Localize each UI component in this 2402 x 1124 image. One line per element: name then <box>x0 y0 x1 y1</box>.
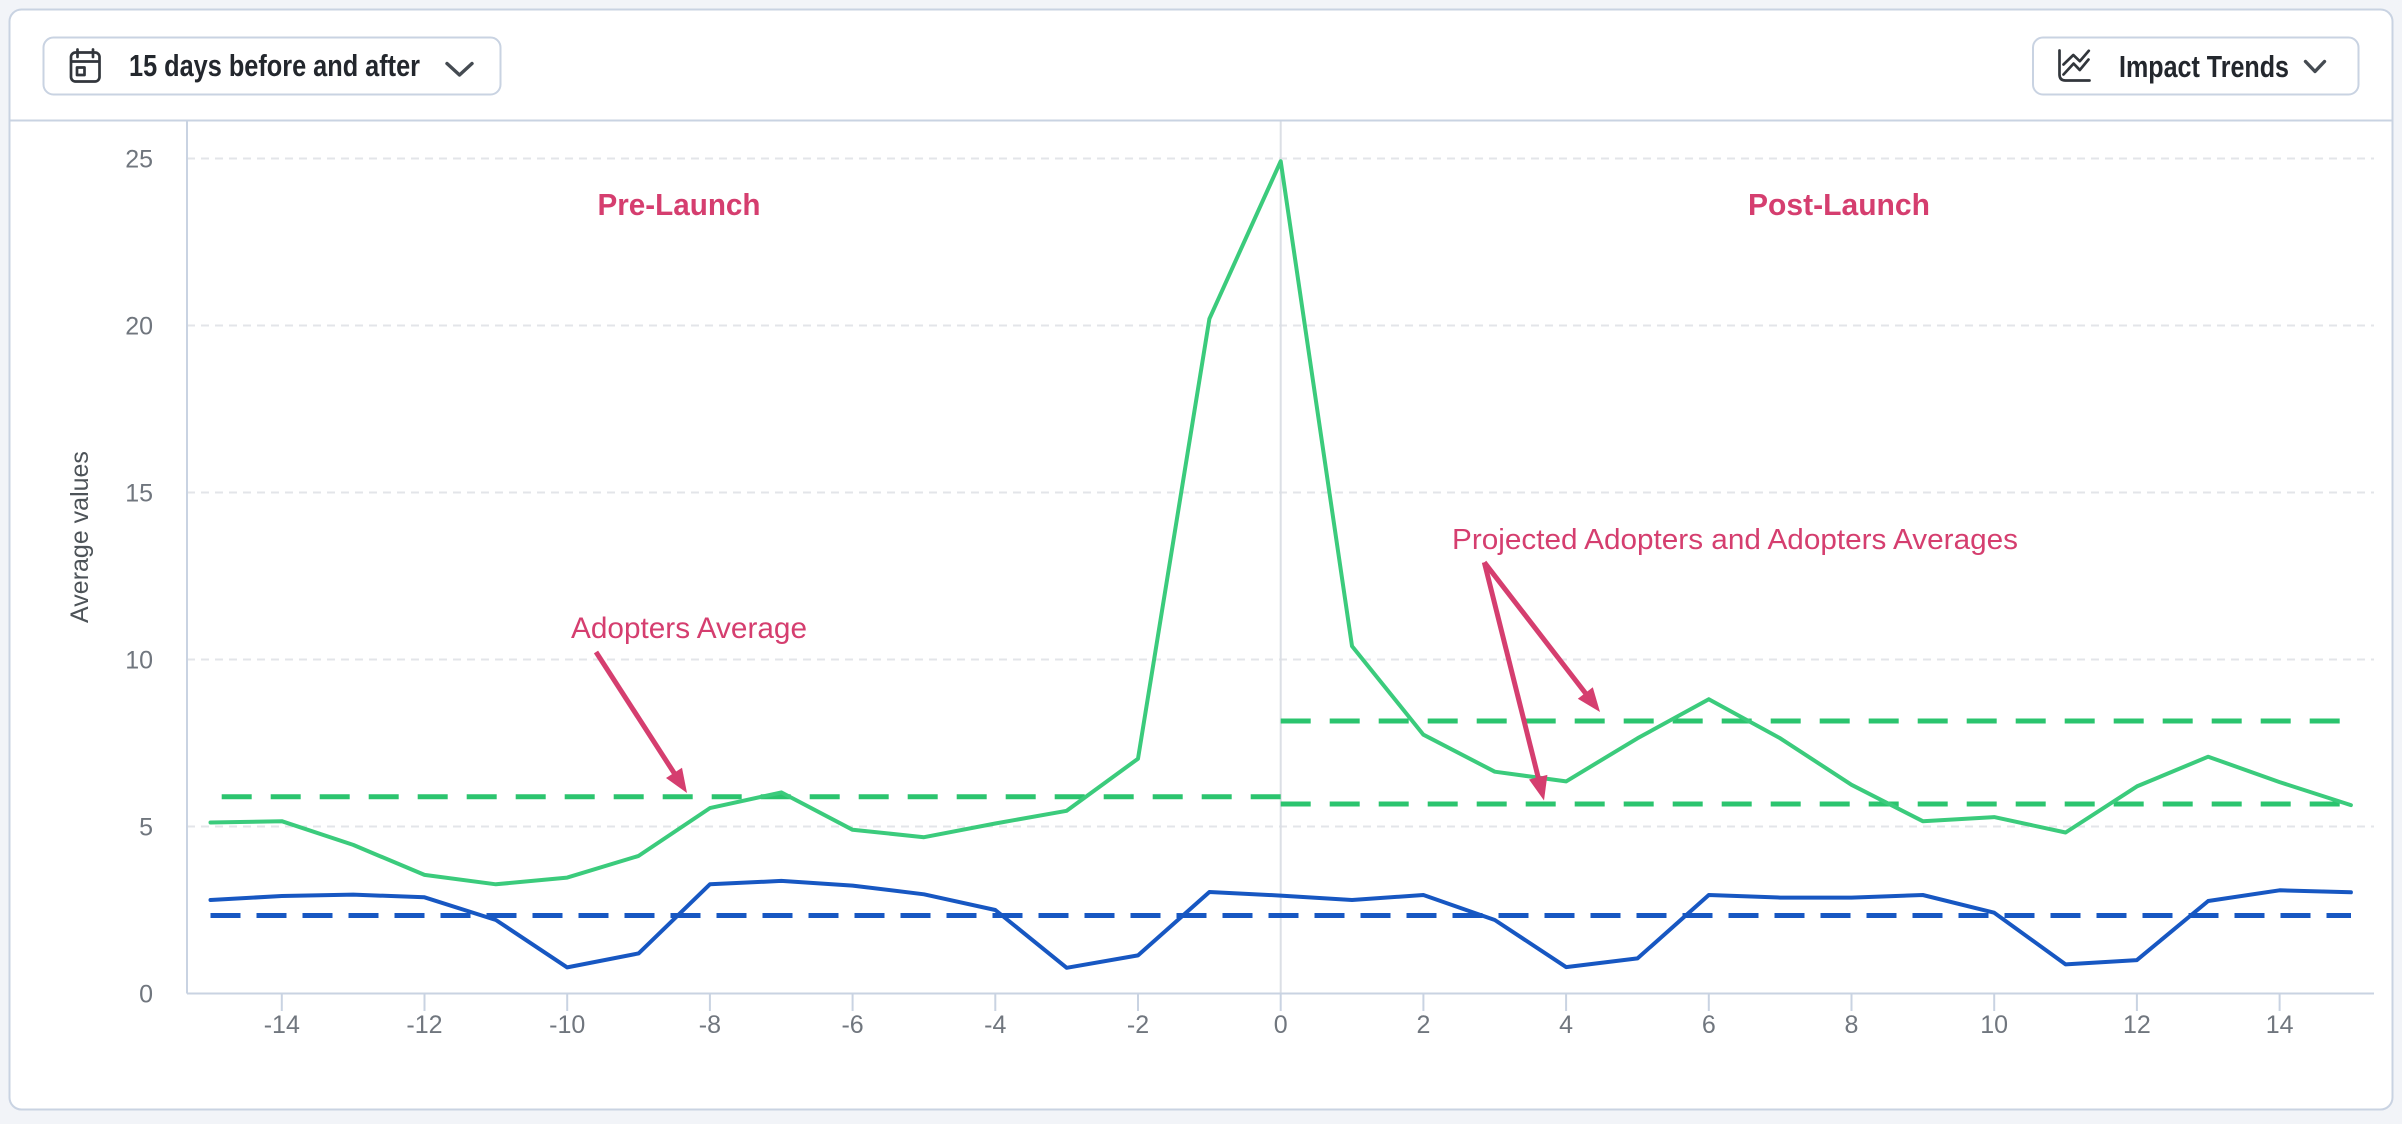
svg-text:Post-Launch: Post-Launch <box>1748 187 1930 222</box>
svg-text:Pre-Launch: Pre-Launch <box>598 187 761 222</box>
svg-text:0: 0 <box>139 981 153 1009</box>
svg-text:Adopters Average: Adopters Average <box>571 612 807 645</box>
svg-text:-2: -2 <box>1127 1011 1149 1039</box>
svg-text:-12: -12 <box>406 1011 442 1039</box>
svg-text:4: 4 <box>1559 1011 1573 1039</box>
svg-text:-6: -6 <box>841 1011 863 1039</box>
svg-text:5: 5 <box>139 814 153 842</box>
svg-text:2: 2 <box>1416 1011 1430 1039</box>
svg-text:Projected Adopters and Adopter: Projected Adopters and Adopters Averages <box>1452 524 2018 556</box>
svg-text:-14: -14 <box>264 1011 300 1039</box>
svg-text:-4: -4 <box>984 1011 1006 1039</box>
svg-text:14: 14 <box>2266 1011 2294 1039</box>
svg-text:-10: -10 <box>549 1011 585 1039</box>
svg-text:10: 10 <box>1980 1011 2008 1039</box>
svg-text:10: 10 <box>125 647 153 675</box>
svg-text:20: 20 <box>125 313 153 341</box>
svg-text:25: 25 <box>125 146 153 174</box>
svg-text:6: 6 <box>1702 1011 1716 1039</box>
svg-text:15: 15 <box>125 480 153 508</box>
svg-text:Average values: Average values <box>66 451 94 623</box>
svg-text:15 days before and after: 15 days before and after <box>129 48 420 83</box>
svg-text:-8: -8 <box>699 1011 721 1039</box>
svg-text:8: 8 <box>1845 1011 1859 1039</box>
svg-text:0: 0 <box>1274 1011 1288 1039</box>
svg-text:12: 12 <box>2123 1011 2151 1039</box>
svg-text:Impact Trends: Impact Trends <box>2119 49 2289 84</box>
